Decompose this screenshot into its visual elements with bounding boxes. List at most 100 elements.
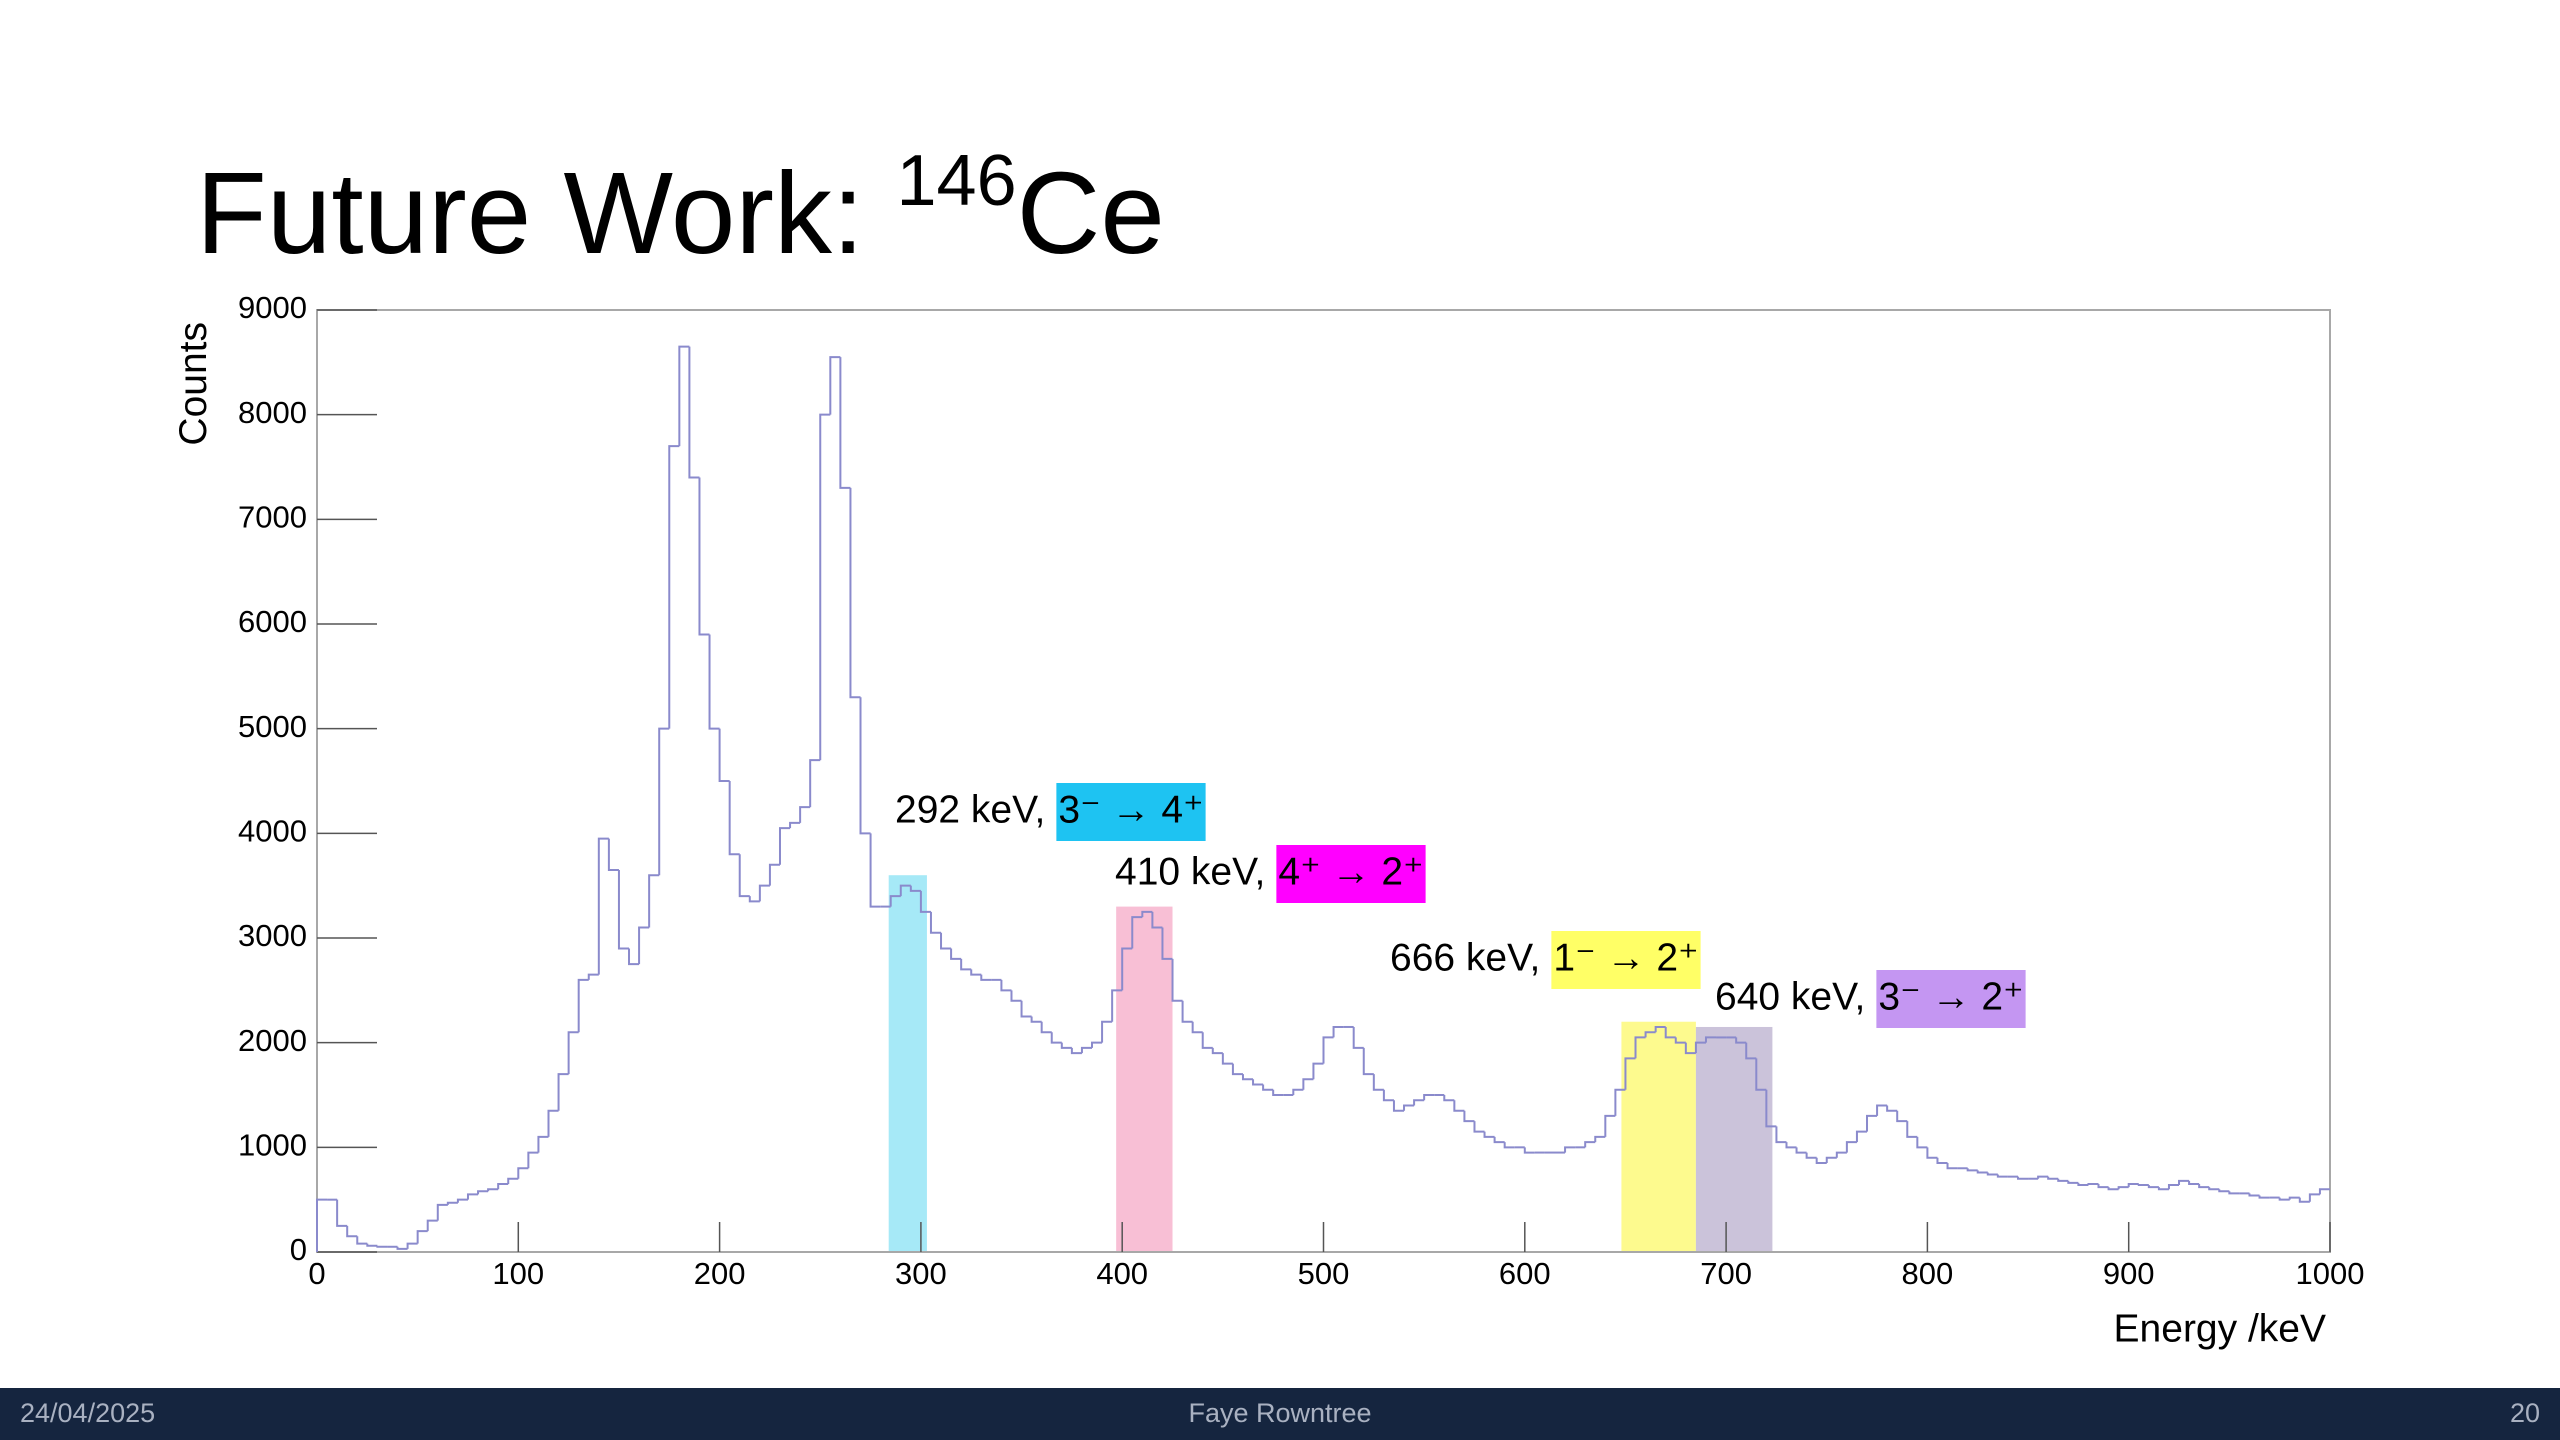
histogram-bin [1221, 1053, 1233, 1065]
histogram-bin [1825, 1156, 1837, 1164]
histogram-bin [778, 827, 791, 865]
annotation-label-bg [1276, 845, 1426, 903]
histogram-bin [1493, 1136, 1505, 1144]
histogram-bin [2178, 1179, 2190, 1186]
histogram-bin [547, 1109, 559, 1137]
histogram-bin [1684, 1042, 1696, 1055]
histogram-bin [1141, 910, 1153, 918]
histogram-bin [356, 1236, 368, 1245]
y-tick-label: 2000 [238, 1023, 307, 1058]
histogram-bin [1372, 1074, 1384, 1091]
footer-date: 24/04/2025 [20, 1398, 155, 1428]
histogram-bin [426, 1219, 438, 1232]
histogram-bin [1634, 1036, 1646, 1059]
histogram-bin [2248, 1193, 2260, 1197]
histogram-bin [1704, 1036, 1717, 1043]
histogram-bin [1302, 1078, 1314, 1090]
histogram-bin [1523, 1147, 1535, 1154]
y-tick-label: 1000 [238, 1128, 307, 1163]
histogram-bin [466, 1193, 479, 1200]
histogram-bin [1483, 1131, 1495, 1138]
footer-author: Faye Rowntree [1188, 1398, 1371, 1428]
histogram-bin [2037, 1175, 2049, 1179]
histogram-bin [2077, 1182, 2089, 1187]
histogram-bin [2047, 1176, 2059, 1180]
histogram-bin [1664, 1026, 1676, 1039]
histogram-bin [1876, 1104, 1888, 1116]
histogram-bin [456, 1198, 468, 1203]
x-tick-label: 400 [1096, 1256, 1148, 1291]
histogram-bin [1101, 1020, 1113, 1043]
y-tick-label: 4000 [238, 814, 307, 849]
histogram-bin [376, 1245, 388, 1248]
histogram-bin [1111, 989, 1123, 1022]
histogram-bin [678, 345, 690, 447]
histogram-bin [607, 838, 619, 871]
histogram-bin [748, 896, 760, 903]
histogram-bin [1594, 1135, 1606, 1143]
histogram-bin [668, 445, 680, 729]
histogram-bin [1735, 1037, 1747, 1044]
histogram-bin [1191, 1021, 1203, 1034]
histogram-bin [829, 356, 841, 415]
annotation-energy: 292 keV, [895, 788, 1045, 831]
histogram-bin [1966, 1168, 1978, 1172]
histogram-bin [1815, 1157, 1827, 1165]
histogram-bin [1161, 927, 1173, 960]
histogram-bin [1866, 1114, 1878, 1132]
histogram-bin [1211, 1047, 1223, 1055]
highlight-band [888, 875, 927, 1252]
histogram-bin [1463, 1110, 1475, 1123]
histogram-bin [1473, 1121, 1485, 1133]
histogram-bin [980, 974, 992, 981]
histogram-bin [2188, 1180, 2200, 1185]
histogram-bin [497, 1182, 509, 1190]
histogram-bin [2258, 1195, 2270, 1199]
histogram-bin [1312, 1062, 1324, 1080]
histogram-bin [1020, 1000, 1032, 1018]
histogram-bin [1272, 1089, 1284, 1096]
histogram-bin [1584, 1141, 1596, 1148]
x-tick-label: 300 [895, 1256, 947, 1291]
histogram-bin [1936, 1157, 1948, 1165]
annotation-transition: 1⁻ → 2⁺ [1553, 936, 1698, 979]
histogram-bin [567, 1031, 579, 1075]
histogram-bin [2147, 1185, 2159, 1189]
histogram-bin [1292, 1088, 1304, 1095]
histogram-bin [617, 869, 630, 950]
histogram-bin [919, 890, 931, 913]
annotation-energy: 640 keV, [1715, 975, 1865, 1018]
histogram-bin [1503, 1142, 1515, 1149]
y-tick-label: 7000 [238, 500, 307, 535]
histogram-bin [1050, 1032, 1062, 1044]
y-tick-label: 6000 [238, 604, 307, 639]
histogram-bin [2228, 1191, 2240, 1195]
y-tick-label: 8000 [238, 395, 307, 430]
highlight-band [1621, 1021, 1696, 1252]
histogram-bin [477, 1190, 489, 1195]
histogram-bin [1010, 990, 1022, 1002]
histogram-bin [628, 948, 640, 966]
histogram-bin [2157, 1187, 2169, 1191]
footer-page: 20 [2510, 1398, 2540, 1428]
histogram-bin [1080, 1046, 1093, 1054]
histogram-bin [1674, 1037, 1686, 1044]
histogram-bin [1091, 1041, 1103, 1048]
histogram-bin [2087, 1182, 2099, 1186]
histogram-bin [557, 1073, 569, 1111]
histogram-bin [859, 697, 871, 835]
x-tick-label: 800 [1902, 1256, 1954, 1291]
histogram-bin [1624, 1057, 1636, 1090]
histogram-bin [950, 948, 962, 960]
y-tick-label: 9000 [238, 290, 307, 325]
histogram-bin [839, 357, 851, 489]
histogram-bin [738, 854, 750, 898]
histogram-bin [2127, 1182, 2139, 1188]
histogram-bin [406, 1242, 418, 1249]
histogram-bin [1564, 1146, 1576, 1153]
title-superscript: 146 [896, 141, 1016, 221]
histogram-bin [416, 1230, 428, 1244]
histogram-bin [1644, 1031, 1656, 1038]
histogram-bin [1694, 1041, 1706, 1054]
